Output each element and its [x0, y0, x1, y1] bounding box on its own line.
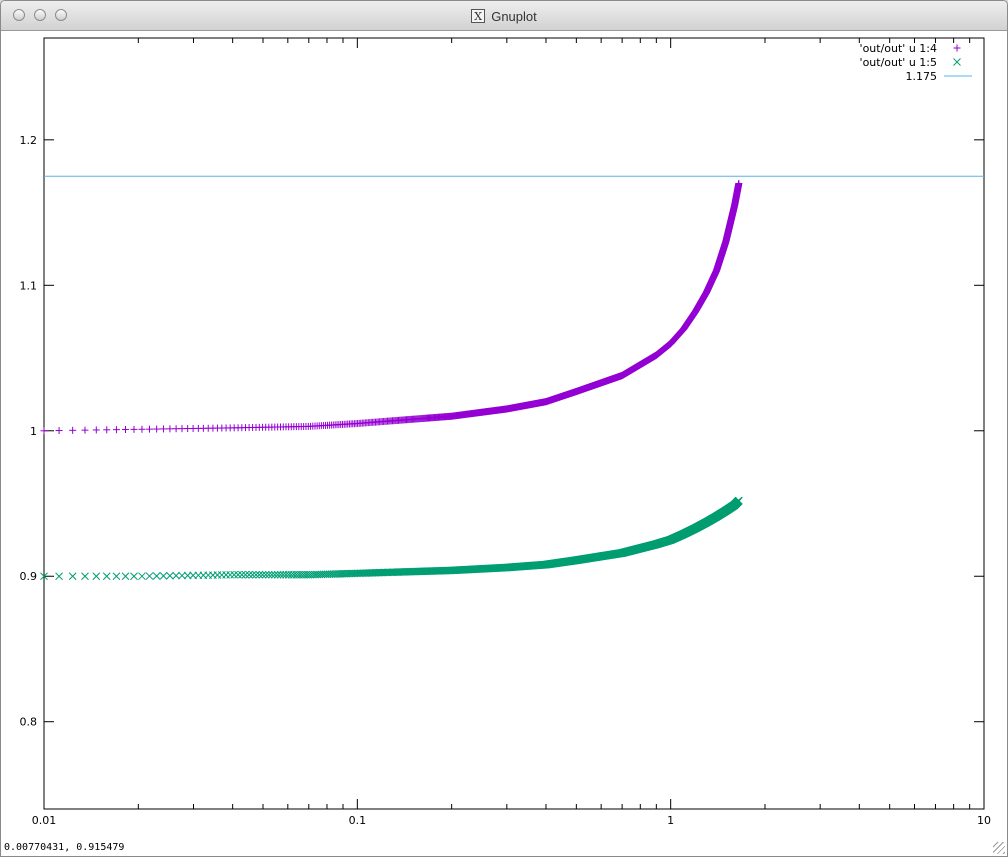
data-point [234, 570, 242, 579]
y-tick-label: 1.2 [20, 134, 38, 147]
x-tick-label: 1 [667, 814, 674, 827]
series-2 [40, 496, 743, 581]
data-point [159, 425, 167, 433]
data-point [159, 572, 168, 580]
data-point [166, 571, 174, 580]
y-tick-label: 1 [30, 425, 37, 438]
data-point [248, 570, 257, 579]
data-point [130, 572, 138, 581]
title-bar[interactable]: X Gnuplot [1, 1, 1007, 31]
data-point [153, 425, 161, 433]
data-point [81, 572, 89, 581]
data-point [92, 426, 100, 434]
data-point [237, 570, 246, 579]
x-tick-label: 0.01 [32, 814, 57, 827]
data-point [69, 426, 77, 434]
data-point [145, 572, 154, 580]
data-point [166, 425, 174, 433]
data-point [138, 425, 146, 433]
data-point [102, 572, 111, 581]
x-tick-label: 10 [977, 814, 991, 827]
zoom-button[interactable] [55, 9, 67, 21]
data-point [121, 572, 130, 581]
window-title: Gnuplot [491, 9, 537, 24]
data-point [121, 426, 129, 434]
window-title-group: X Gnuplot [1, 1, 1007, 31]
data-point [172, 571, 180, 580]
data-point [146, 425, 154, 433]
data-point [172, 425, 180, 433]
data-point [222, 571, 230, 579]
data-point [138, 572, 146, 581]
data-point [55, 427, 63, 435]
data-point [230, 570, 239, 579]
x-tick-label: 0.1 [349, 814, 367, 827]
data-point [226, 570, 235, 579]
data-point [112, 426, 120, 434]
plot-area[interactable]: 0.01 0.1 1 10 0.8 0.9 1 1.1 1.2 'out/out' u 1:4 '… [1, 31, 1007, 856]
y-tick-label: 1.1 [20, 279, 38, 292]
y-tick-label: 0.9 [20, 570, 38, 583]
series-1 [40, 179, 743, 435]
data-point [152, 572, 161, 580]
data-point [258, 570, 267, 579]
plot-frame [43, 37, 985, 810]
data-point [103, 426, 111, 434]
data-point [241, 570, 250, 579]
data-point [245, 570, 253, 579]
data-point [130, 425, 138, 433]
y-tick-label: 0.8 [20, 716, 38, 729]
data-point [40, 427, 48, 435]
data-point [112, 572, 121, 581]
data-point [252, 570, 260, 579]
data-point [68, 572, 77, 581]
minimize-button[interactable] [34, 9, 46, 21]
chart-svg[interactable]: 0.01 0.1 1 100.80.911.11.2 'out/out' u 1:4'… [1, 31, 1007, 856]
x11-icon: X [471, 9, 486, 23]
data-point [92, 572, 101, 581]
data-point [81, 426, 89, 434]
data-point [55, 572, 63, 581]
data-point [255, 570, 264, 579]
close-button[interactable] [13, 9, 25, 21]
